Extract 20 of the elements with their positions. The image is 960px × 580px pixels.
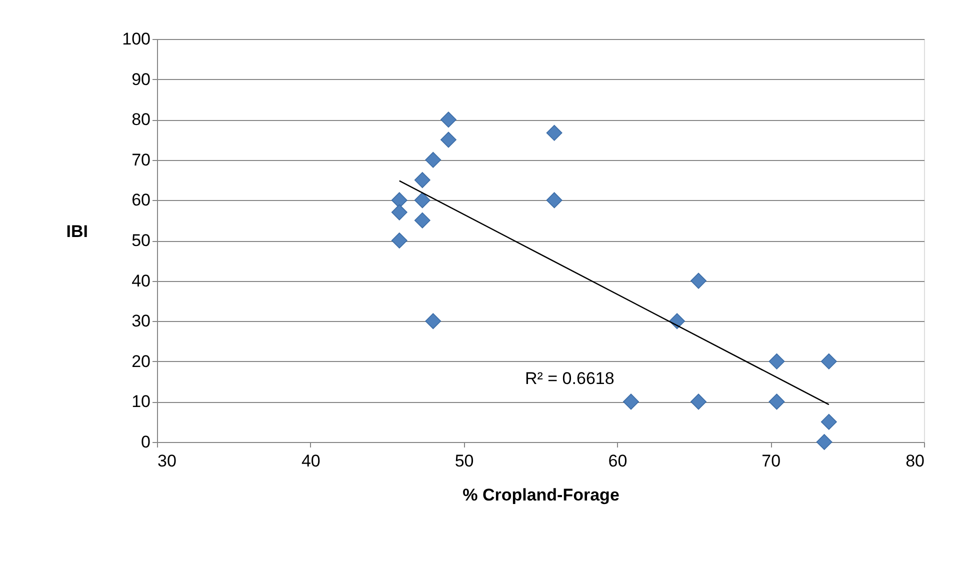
y-axis-title: IBI xyxy=(66,222,88,241)
x-tick-label: 60 xyxy=(608,452,628,470)
x-tick-label: 70 xyxy=(762,452,781,470)
y-tick-label: 10 xyxy=(132,392,150,412)
x-tick-label: 80 xyxy=(906,452,924,470)
y-tick-label: 0 xyxy=(141,432,150,452)
x-tick-label: 40 xyxy=(301,452,320,470)
y-tick-label: 90 xyxy=(132,70,150,89)
y-tick-label: 70 xyxy=(132,150,150,170)
y-tick-label: 30 xyxy=(132,312,150,331)
y-tick-label: 40 xyxy=(132,271,150,290)
y-tick-label: 20 xyxy=(132,352,150,371)
x-tick-label: 30 xyxy=(158,452,176,470)
y-tick-label: 80 xyxy=(132,110,150,130)
y-tick-label: 60 xyxy=(132,190,150,210)
y-tick-label: 100 xyxy=(122,30,150,48)
annotation: R² = 0.6618 xyxy=(525,369,614,388)
x-tick-label: 50 xyxy=(454,452,474,470)
x-axis-title: % Cropland-Forage xyxy=(462,486,620,504)
y-tick-label: 50 xyxy=(132,231,150,250)
